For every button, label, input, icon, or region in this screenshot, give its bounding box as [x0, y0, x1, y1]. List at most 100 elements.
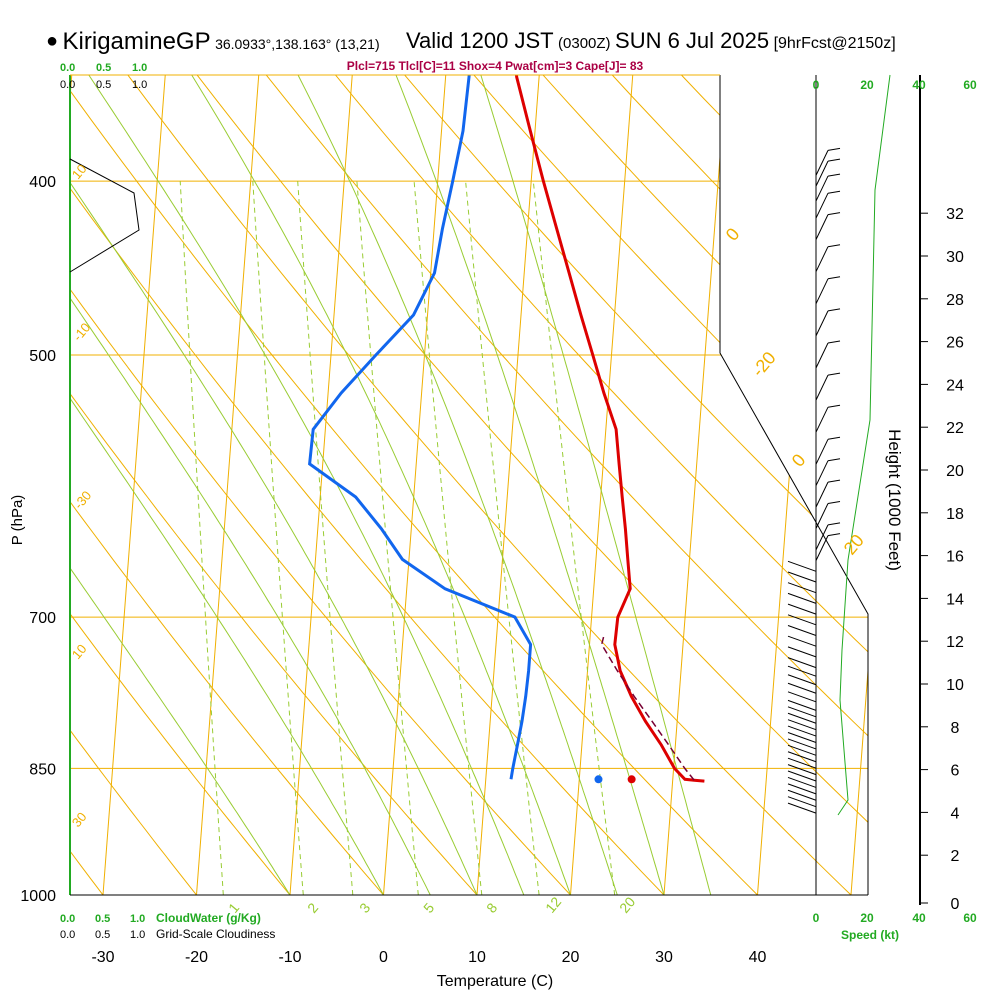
moist-adiabat	[70, 75, 478, 895]
isotherm-label: 0	[722, 224, 744, 245]
wind-barb-staff	[787, 796, 817, 808]
height-tick-label: 24	[946, 377, 964, 394]
isotherm-line	[847, 75, 868, 895]
wind-barb-staff	[787, 732, 817, 743]
wind-barb-flag	[827, 479, 841, 483]
isotherm-line	[567, 75, 656, 895]
dry-adiabat	[419, 75, 868, 895]
speed-tick-bottom: 20	[860, 911, 874, 925]
isotherm-line	[380, 75, 469, 895]
temperature-trace	[471, 75, 705, 783]
wind-barb-staff	[815, 246, 829, 272]
wind-barb-flag	[827, 436, 841, 440]
top-cloudiness-scale: 1.0	[132, 79, 147, 91]
wind-barb-flag	[827, 308, 841, 312]
wind-barb-staff	[815, 406, 829, 433]
wind-barb-staff	[787, 783, 817, 795]
wind-barb-staff	[815, 535, 829, 561]
moist-adiabat	[70, 75, 571, 895]
wind-barb-staff	[787, 665, 817, 677]
wind-barb-flag	[827, 190, 841, 194]
wind-barb-staff	[787, 757, 817, 769]
bottom-cloudiness-scale: 0.0	[60, 929, 75, 941]
y-axis-label: P (hPa)	[9, 495, 26, 546]
wind-barb-staff	[787, 635, 817, 647]
height-tick-label: 12	[946, 634, 964, 651]
moist-adiabat	[281, 75, 665, 895]
moist-adiabat	[394, 75, 712, 895]
x-axis-label: Temperature (C)	[437, 973, 553, 990]
wind-barb-flag	[827, 244, 841, 248]
wind-barb-staff	[787, 776, 817, 788]
wind-barb-staff	[787, 738, 817, 750]
height-tick-label: 30	[946, 249, 964, 266]
isotherm-label: -10	[70, 320, 94, 344]
mixing-ratio-line	[413, 181, 483, 895]
mixing-ratio-line	[356, 181, 419, 895]
station-marker-icon: ●	[46, 30, 59, 52]
pressure-tick-label: 400	[29, 174, 56, 191]
bottom-cloudwater-scale: 0.5	[95, 913, 110, 925]
wind-barb-staff	[787, 764, 817, 776]
isotherm-label: 0	[788, 450, 810, 471]
parcel-trace	[600, 633, 695, 781]
wind-barb-staff	[815, 374, 829, 401]
speed-tick-bottom: 60	[963, 911, 977, 925]
pressure-tick-label: 1000	[20, 888, 56, 905]
mixing-ratio-label: 20	[616, 894, 638, 916]
dry-adiabat	[70, 75, 868, 895]
wind-barb-flag	[827, 501, 841, 504]
utc-label: (0300Z)	[558, 35, 611, 52]
wind-barb-staff	[787, 719, 817, 731]
bottom-cloudiness-scale: 1.0	[130, 929, 145, 941]
wind-barb-flag	[827, 522, 841, 526]
isotherm-line	[99, 75, 188, 895]
dry-adiabat	[70, 75, 512, 895]
isotherm-label: 20	[840, 530, 868, 558]
dewpoint-trace	[308, 75, 533, 780]
wind-barb-staff	[787, 712, 817, 724]
dry-adiabat	[70, 75, 702, 895]
wind-barb-flag	[827, 147, 841, 151]
wind-barb-staff	[787, 699, 817, 711]
wind-barb-staff	[815, 150, 829, 176]
wind-barb-staff	[787, 646, 817, 658]
mixing-ratio-line	[532, 181, 616, 895]
dry-adiabat	[544, 75, 868, 895]
cloudwater-label: CloudWater (g/Kg)	[156, 911, 261, 925]
surface-temperature-dot	[627, 775, 636, 784]
height-tick-label: 14	[946, 591, 964, 608]
wind-barb-staff	[787, 614, 817, 626]
wind-barb-staff	[815, 160, 829, 187]
isotherm-label: 10	[69, 161, 90, 182]
wind-barb-staff	[787, 802, 817, 814]
bottom-cloudiness-scale: 0.5	[95, 929, 110, 941]
height-tick-label: 4	[951, 805, 960, 822]
wind-barb-flag	[827, 158, 841, 162]
height-axis-label: Height (1000 Feet)	[885, 429, 904, 571]
wind-barbs	[787, 147, 841, 814]
bottom-cloudwater-scale: 0.0	[60, 913, 75, 925]
isotherm-label: 10	[69, 641, 90, 662]
pressure-tick-label: 850	[29, 761, 56, 778]
speed-label: Speed (kt)	[841, 928, 899, 942]
dry-adiabat	[70, 75, 797, 895]
moist-adiabat	[70, 75, 431, 895]
dry-adiabat	[357, 75, 868, 895]
surface-dewpoint-dot	[594, 775, 603, 784]
right-edge	[719, 75, 869, 895]
top-cloudwater-scale: 0.0	[60, 62, 75, 74]
wind-barb-staff	[815, 310, 829, 337]
wind-barb-staff	[787, 691, 817, 703]
station-name: KirigamineGP	[62, 28, 211, 55]
height-tick-label: 6	[951, 763, 960, 780]
wind-barb-staff	[787, 571, 817, 583]
mixing-ratio-line	[465, 181, 540, 895]
mixing-ratio-line	[179, 181, 224, 895]
valid-time: Valid 1200 JST (0300Z) SUN 6 Jul 2025 [9…	[406, 28, 896, 54]
isotherm-line	[70, 75, 95, 895]
temperature-tick-label: 30	[655, 949, 673, 966]
valid-label: Valid 1200 JST	[406, 28, 554, 53]
wind-barb-staff	[815, 460, 829, 486]
wind-barb-staff	[787, 603, 817, 615]
